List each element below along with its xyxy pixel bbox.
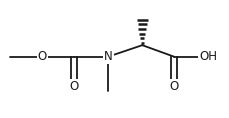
Text: O: O xyxy=(69,80,78,93)
Text: O: O xyxy=(38,50,47,63)
Text: N: N xyxy=(103,50,112,63)
Text: O: O xyxy=(169,80,178,93)
Text: OH: OH xyxy=(198,50,216,63)
